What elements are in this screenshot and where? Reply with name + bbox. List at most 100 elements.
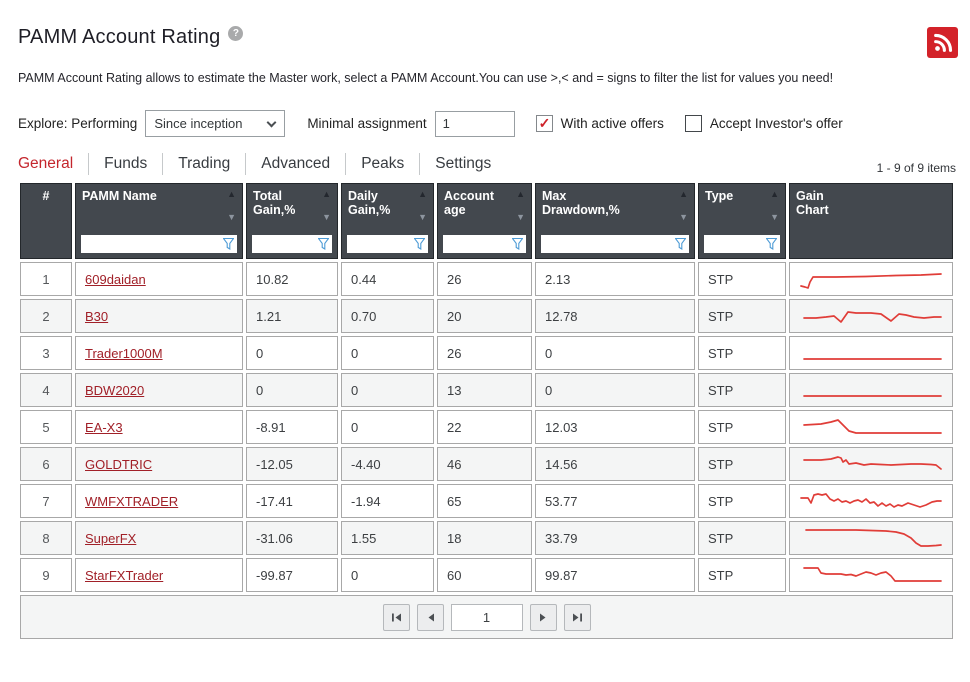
accept-investors-offer-checkbox[interactable] [684,115,702,132]
last-page-button[interactable] [563,603,591,631]
filter-funnel-icon[interactable] [414,238,425,250]
sort-asc-icon[interactable]: ▲ [227,189,236,199]
tab-advanced[interactable]: Advanced [245,153,345,175]
filter-input-type[interactable] [707,237,766,251]
sort-asc-icon[interactable]: ▲ [322,189,331,199]
minimal-assignment-input[interactable] [434,110,515,137]
pamm-link[interactable]: EA-X3 [85,419,123,435]
pamm-name-cell: EA-X3 [75,410,243,444]
col-header-daily-gain[interactable]: Daily Gain,% ▲ ▼ [341,183,434,259]
account-age-cell: 22 [437,410,532,444]
filter-funnel-icon[interactable] [318,238,329,250]
period-select[interactable]: Since inception [145,110,286,137]
rss-icon[interactable] [927,27,958,58]
gain-sparkline [803,456,942,470]
account-age-cell: 65 [437,484,532,518]
type-cell: STP [698,484,786,518]
total-gain-cell: 0 [246,336,338,370]
filter-input-account-age[interactable] [446,237,512,251]
sort-desc-icon[interactable]: ▼ [770,212,779,222]
sort-desc-icon[interactable]: ▼ [418,212,427,222]
page-title: PAMM Account Rating [18,26,221,48]
page-number-input[interactable] [450,603,523,631]
pamm-link[interactable]: BDW2020 [85,382,145,398]
col-header-max-drawdown[interactable]: Max Drawdown,% ▲ ▼ [535,183,695,259]
tab-peaks[interactable]: Peaks [345,153,419,175]
with-active-offers-checkbox[interactable] [535,115,553,132]
max-drawdown-cell: 0 [535,373,695,407]
max-drawdown-cell: 12.03 [535,410,695,444]
pamm-name-cell: BDW2020 [75,373,243,407]
filter-input-daily-gain[interactable] [350,237,414,251]
next-page-icon [539,613,545,621]
pamm-link[interactable]: 609daidan [85,271,146,287]
col-header-total-gain[interactable]: Total Gain,% ▲ ▼ [246,183,338,259]
tab-general[interactable]: General [18,155,74,172]
tab-trading[interactable]: Trading [162,153,245,175]
sort-asc-icon[interactable]: ▲ [516,189,525,199]
type-cell: STP [698,410,786,444]
sort-asc-icon[interactable]: ▲ [679,189,688,199]
row-index: 1 [20,262,72,296]
account-age-cell: 18 [437,521,532,555]
gain-chart-cell [789,484,953,518]
daily-gain-cell: 0 [341,336,434,370]
gain-chart-cell [789,447,953,481]
gain-sparkline [803,358,942,360]
col-header-pamm-name[interactable]: PAMM Name ▲ ▼ [75,183,243,259]
first-page-icon [391,613,401,621]
sort-asc-icon[interactable]: ▲ [770,189,779,199]
prev-page-button[interactable] [416,603,444,631]
help-icon[interactable]: ? [228,26,244,41]
sort-asc-icon[interactable]: ▲ [418,189,427,199]
next-page-button[interactable] [529,603,557,631]
filter-funnel-icon[interactable] [223,238,234,250]
first-page-button[interactable] [382,603,410,631]
pamm-link[interactable]: WMFXTRADER [85,493,179,509]
gain-chart-cell [789,410,953,444]
daily-gain-cell: 0 [341,373,434,407]
sort-desc-icon[interactable]: ▼ [679,212,688,222]
pamm-link[interactable]: GOLDTRIC [85,456,153,472]
gain-chart-cell [789,262,953,296]
gain-chart-cell [789,521,953,555]
sort-desc-icon[interactable]: ▼ [322,212,331,222]
gain-sparkline [803,395,942,397]
filter-funnel-icon[interactable] [675,238,686,250]
total-gain-cell: -17.41 [246,484,338,518]
max-drawdown-cell: 99.87 [535,558,695,592]
tabs-row: General Funds Trading Advanced Peaks Set… [18,153,958,175]
type-cell: STP [698,336,786,370]
pamm-link[interactable]: StarFXTrader [85,567,164,583]
filter-input-total-gain[interactable] [255,237,318,251]
col-header-type[interactable]: Type ▲ ▼ [698,183,786,259]
pamm-rating-table: # PAMM Name ▲ ▼ Total Gain,% ▲ ▼ Daily Gain,… [17,180,956,642]
pager-row [20,595,953,639]
rss-waves-icon [933,33,952,52]
account-age-cell: 13 [437,373,532,407]
table-row: 3 Trader1000M 0 0 26 0 STP [20,336,953,370]
sort-desc-icon[interactable]: ▼ [516,212,525,222]
filter-input-pamm-name[interactable] [84,237,223,251]
filter-funnel-icon[interactable] [512,238,523,250]
tab-settings[interactable]: Settings [419,153,506,175]
filter-bar: Explore: Performing Since inception Mini… [18,110,958,137]
explore-label: Explore: Performing [18,116,138,131]
pamm-link[interactable]: SuperFX [85,530,137,546]
table-row: 1 609daidan 10.82 0.44 26 2.13 STP [20,262,953,296]
header-row: # PAMM Name ▲ ▼ Total Gain,% ▲ ▼ Daily Gain,… [20,183,953,259]
period-select-value: Since inception [154,116,243,131]
filter-input-max-drawdown[interactable] [544,237,675,251]
total-gain-cell: 0 [246,373,338,407]
row-index: 8 [20,521,72,555]
sort-desc-icon[interactable]: ▼ [227,212,236,222]
col-header-account-age[interactable]: Account age ▲ ▼ [437,183,532,259]
row-index: 2 [20,299,72,333]
gain-chart-cell [789,299,953,333]
row-index: 4 [20,373,72,407]
filter-funnel-icon[interactable] [766,238,777,250]
account-age-cell: 60 [437,558,532,592]
tab-funds[interactable]: Funds [88,153,162,175]
pamm-link[interactable]: Trader1000M [85,345,163,361]
pamm-link[interactable]: B30 [85,308,109,324]
